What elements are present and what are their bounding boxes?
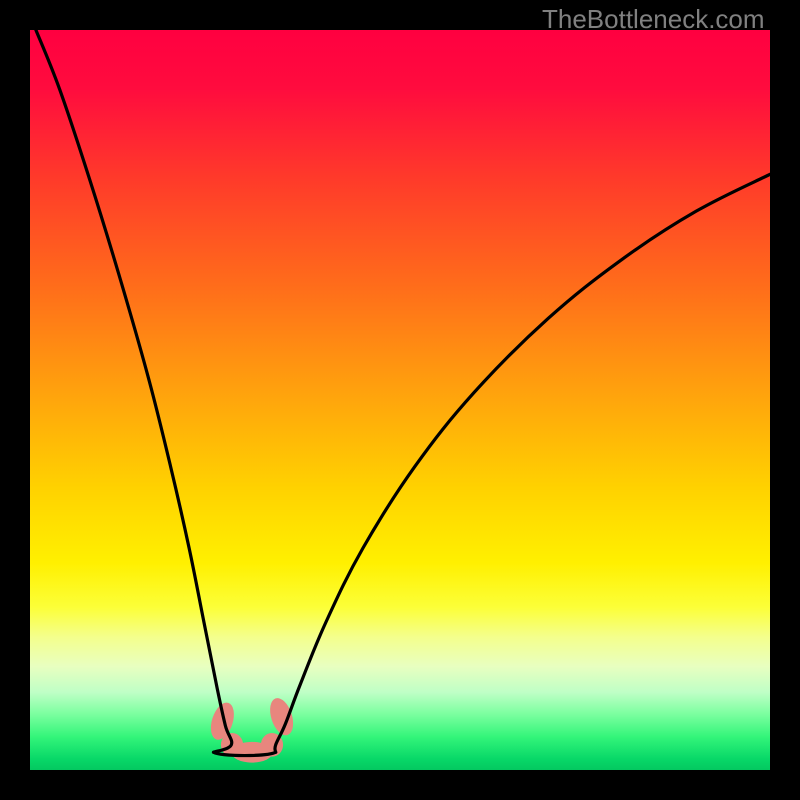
plot-svg: [30, 30, 770, 770]
gradient-background: [30, 30, 770, 770]
plot-area: [30, 30, 770, 770]
watermark-text: TheBottleneck.com: [542, 4, 765, 35]
